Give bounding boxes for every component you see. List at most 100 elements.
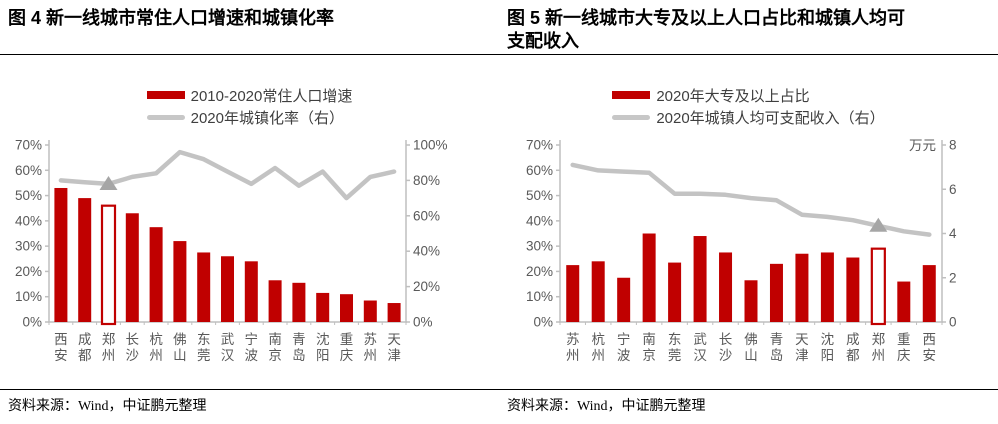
left-axis-label: 70%: [15, 138, 42, 153]
bar-series-label: 2010-2020常住人口增速: [190, 87, 353, 105]
bar-highlighted: [870, 247, 886, 326]
city-label: 州: [149, 348, 163, 363]
city-label: 成: [846, 332, 860, 347]
city-label: 京: [268, 348, 282, 363]
line-series-label: 2020年城镇化率（右）: [190, 109, 344, 127]
city-label: 阳: [316, 348, 330, 363]
trend-line: [570, 162, 932, 237]
right-axis-label: 80%: [413, 173, 440, 188]
city-label: 安: [54, 348, 68, 363]
city-label: 庆: [340, 348, 354, 363]
city-label: 天: [795, 332, 809, 347]
line-series-swatch: [612, 114, 651, 120]
city-label: 津: [795, 348, 809, 363]
legend-item-bar: 2010-2020常住人口增速: [146, 84, 353, 106]
city-label: 莞: [197, 348, 211, 363]
city-label: 武: [221, 332, 235, 347]
left-axis-label: 10%: [526, 289, 553, 304]
city-label: 州: [591, 348, 605, 363]
bar: [617, 277, 631, 322]
bar: [363, 300, 377, 322]
left-axis-label: 70%: [526, 138, 553, 153]
city-label: 重: [340, 332, 354, 347]
bar: [591, 261, 605, 322]
city-label: 武: [693, 332, 707, 347]
city-label: 州: [566, 348, 580, 363]
marker-triangle-icon: [99, 175, 118, 190]
marker-triangle-icon: [869, 217, 888, 232]
bar: [316, 292, 330, 322]
bar: [340, 294, 353, 322]
city-label: 阳: [821, 348, 835, 363]
line-series-label: 2020年城镇人均可支配收入（右）: [656, 109, 885, 127]
city-label: 安: [923, 348, 937, 363]
bar: [744, 280, 758, 322]
left-axis-label: 60%: [15, 163, 42, 178]
right-axis-label: 20%: [413, 279, 440, 294]
city-label: 宁: [245, 331, 259, 347]
city-label: 都: [78, 348, 92, 363]
city-label: 沈: [316, 332, 330, 347]
city-label: 州: [364, 348, 378, 363]
city-label: 沙: [719, 348, 733, 363]
city-label: 杭: [149, 332, 163, 347]
city-label: 南: [642, 332, 656, 347]
bar: [846, 257, 860, 322]
city-label: 山: [744, 348, 758, 363]
city-label: 长: [126, 332, 140, 347]
city-label: 州: [102, 348, 116, 363]
city-label: 郑: [102, 332, 116, 347]
legend-item-line: 2020年城镇化率（右）: [146, 106, 353, 128]
city-label: 南: [268, 332, 282, 347]
right-axis-label: 8: [949, 138, 957, 153]
city-label: 西: [923, 332, 937, 347]
bar: [221, 256, 234, 322]
bar: [125, 213, 139, 322]
right-axis-label: 0%: [413, 315, 433, 330]
city-label: 沈: [821, 332, 835, 347]
figure-5-source: 资料来源：Wind，中证鹏元整理: [499, 389, 998, 415]
bar-series-label: 2020年大专及以上占比: [656, 87, 810, 105]
figure-4-legend: 2010-2020常住人口增速 2020年城镇化率（右）: [146, 84, 353, 128]
city-label: 汉: [693, 348, 707, 363]
city-label: 岛: [770, 348, 784, 363]
left-axis-label: 50%: [15, 188, 42, 203]
bar: [566, 265, 580, 322]
trend-line: [58, 149, 397, 201]
city-label: 佛: [744, 332, 758, 347]
city-label: 苏: [364, 332, 378, 347]
bar: [693, 236, 707, 322]
city-label: 山: [173, 348, 187, 363]
bar: [719, 252, 733, 322]
left-axis-label: 30%: [526, 239, 553, 254]
right-axis-label: 100%: [413, 138, 448, 153]
city-label: 州: [872, 348, 886, 363]
figure-4-source: 资料来源：Wind，中证鹏元整理: [0, 389, 499, 415]
bar: [642, 233, 656, 322]
left-axis-label: 0%: [533, 315, 553, 330]
left-axis-label: 50%: [526, 188, 553, 203]
city-label: 成: [78, 332, 92, 347]
figure-5-panel: 图 5 新一线城市大专及以上人口占比和城镇人均可支配收入 2020年大专及以上占…: [499, 0, 998, 415]
city-label: 波: [617, 348, 631, 363]
bar: [922, 265, 936, 322]
figure-4-panel: 图 4 新一线城市常住人口增速和城镇化率 2010-2020常住人口增速 202…: [0, 0, 499, 415]
right-axis-label: 60%: [413, 208, 440, 223]
bar: [78, 198, 92, 322]
report-figures-row: 图 4 新一线城市常住人口增速和城镇化率 2010-2020常住人口增速 202…: [0, 0, 998, 415]
bar: [668, 262, 682, 322]
figure-4-title: 图 4 新一线城市常住人口增速和城镇化率: [0, 0, 499, 55]
city-label: 长: [719, 332, 733, 347]
left-axis-label: 0%: [22, 315, 42, 330]
city-label: 庆: [897, 348, 911, 363]
city-label: 苏: [566, 332, 580, 347]
city-label: 汉: [221, 348, 235, 363]
bar-series-swatch: [146, 91, 185, 99]
figure-5-chart: 0%10%20%30%40%50%60%70%02468万元苏州杭州宁波南京东莞…: [526, 138, 957, 364]
bar: [149, 227, 163, 322]
right-axis-unit-label: 万元: [909, 138, 936, 153]
figure-4-chart: 0% 10% 20% 30% 40% 50% 60% 70% 0% 20% 40% 60% 80% 100…: [15, 138, 448, 364]
city-label: 西: [54, 332, 68, 347]
city-label: 佛: [173, 332, 187, 347]
left-axis-label: 40%: [526, 213, 553, 228]
